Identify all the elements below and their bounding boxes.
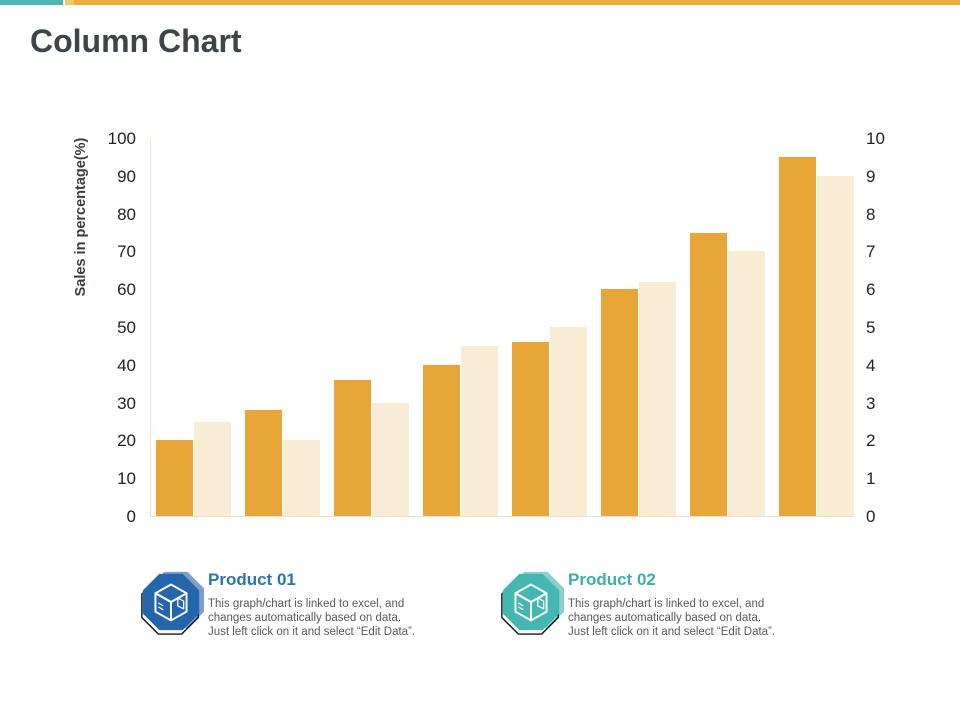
y-tick-left: 70 bbox=[117, 242, 136, 261]
cube-octagon-icon[interactable] bbox=[497, 566, 565, 638]
y-axis-title: Sales in percentage(%) bbox=[73, 137, 89, 297]
y-tick-right: 0 bbox=[866, 507, 876, 526]
bar-product-01 bbox=[334, 379, 371, 516]
bar-product-02 bbox=[728, 251, 765, 516]
y-tick-left: 20 bbox=[117, 431, 136, 450]
bar-group bbox=[690, 139, 765, 516]
bar-group bbox=[512, 139, 587, 516]
y-tick-left: 100 bbox=[107, 129, 136, 148]
legend-description-line: This graph/chart is linked to excel, and bbox=[568, 598, 765, 610]
bar-product-01 bbox=[423, 364, 460, 516]
cube-glyph bbox=[514, 583, 548, 622]
legend-title: Product 02 bbox=[568, 570, 656, 589]
bar-group bbox=[334, 139, 409, 516]
y-tick-left: 90 bbox=[117, 167, 136, 186]
legend-item-product-01: Product 01 This graph/chart is linked to… bbox=[137, 566, 477, 658]
bar-product-01 bbox=[601, 289, 638, 516]
legend-text-block: Product 02 This graph/chart is linked to… bbox=[568, 570, 828, 639]
page-title: Column Chart bbox=[30, 23, 242, 59]
legend-description-line: changes automatically based on data. bbox=[568, 612, 762, 624]
accent-gold-light-segment bbox=[65, 0, 74, 5]
bar-product-02 bbox=[550, 327, 587, 516]
y-tick-right: 5 bbox=[866, 318, 876, 337]
legend-description: This graph/chart is linked to excel, and… bbox=[208, 597, 468, 639]
bar-group bbox=[601, 139, 676, 516]
bar-product-02 bbox=[817, 175, 854, 516]
y-tick-right: 10 bbox=[866, 129, 885, 148]
y-tick-left: 30 bbox=[117, 394, 136, 413]
legend-description-line: Just left click on it and select “Edit D… bbox=[568, 626, 776, 638]
y-tick-right: 6 bbox=[866, 280, 876, 299]
bar-product-02 bbox=[461, 345, 498, 516]
y-tick-left: 60 bbox=[117, 280, 136, 299]
legend-item-product-02: Product 02 This graph/chart is linked to… bbox=[497, 566, 837, 658]
accent-gap bbox=[63, 0, 65, 5]
bar-group bbox=[423, 139, 498, 516]
cube-glyph bbox=[154, 583, 188, 622]
cube-octagon-icon[interactable] bbox=[137, 566, 205, 638]
bar-product-01 bbox=[245, 410, 282, 516]
bar-product-02 bbox=[194, 421, 231, 516]
legend-description-line: changes automatically based on data. bbox=[208, 612, 402, 624]
top-accent-bar bbox=[0, 0, 960, 5]
bar-group bbox=[245, 139, 320, 516]
y-tick-right: 8 bbox=[866, 205, 876, 224]
bar-product-01 bbox=[512, 342, 549, 516]
plot-area bbox=[150, 139, 854, 517]
bar-group bbox=[156, 139, 231, 516]
y-tick-right: 2 bbox=[866, 431, 876, 450]
accent-teal-segment bbox=[0, 0, 63, 5]
accent-gold-segment bbox=[74, 0, 960, 5]
bar-product-01 bbox=[690, 232, 727, 516]
y-tick-right: 3 bbox=[866, 394, 876, 413]
y-tick-right: 7 bbox=[866, 242, 876, 261]
y-tick-left: 40 bbox=[117, 356, 136, 375]
y-tick-right: 9 bbox=[866, 167, 876, 186]
y-tick-left: 80 bbox=[117, 205, 136, 224]
bar-product-02 bbox=[283, 440, 320, 516]
legend-title: Product 01 bbox=[208, 570, 296, 589]
bar-group bbox=[779, 139, 854, 516]
legend-text-block: Product 01 This graph/chart is linked to… bbox=[208, 570, 468, 639]
legend-description-line: Just left click on it and select “Edit D… bbox=[208, 626, 416, 638]
y-tick-left: 50 bbox=[117, 318, 136, 337]
bar-product-02 bbox=[372, 402, 409, 516]
legend-description: This graph/chart is linked to excel, and… bbox=[568, 597, 828, 639]
bar-product-01 bbox=[779, 156, 816, 516]
y-tick-left: 0 bbox=[126, 507, 136, 526]
y-tick-right: 1 bbox=[866, 469, 876, 488]
legend-description-line: This graph/chart is linked to excel, and bbox=[208, 598, 405, 610]
y-tick-right: 4 bbox=[866, 356, 876, 375]
bar-product-01 bbox=[156, 440, 193, 516]
bar-product-02 bbox=[639, 281, 676, 516]
y-tick-left: 10 bbox=[117, 469, 136, 488]
